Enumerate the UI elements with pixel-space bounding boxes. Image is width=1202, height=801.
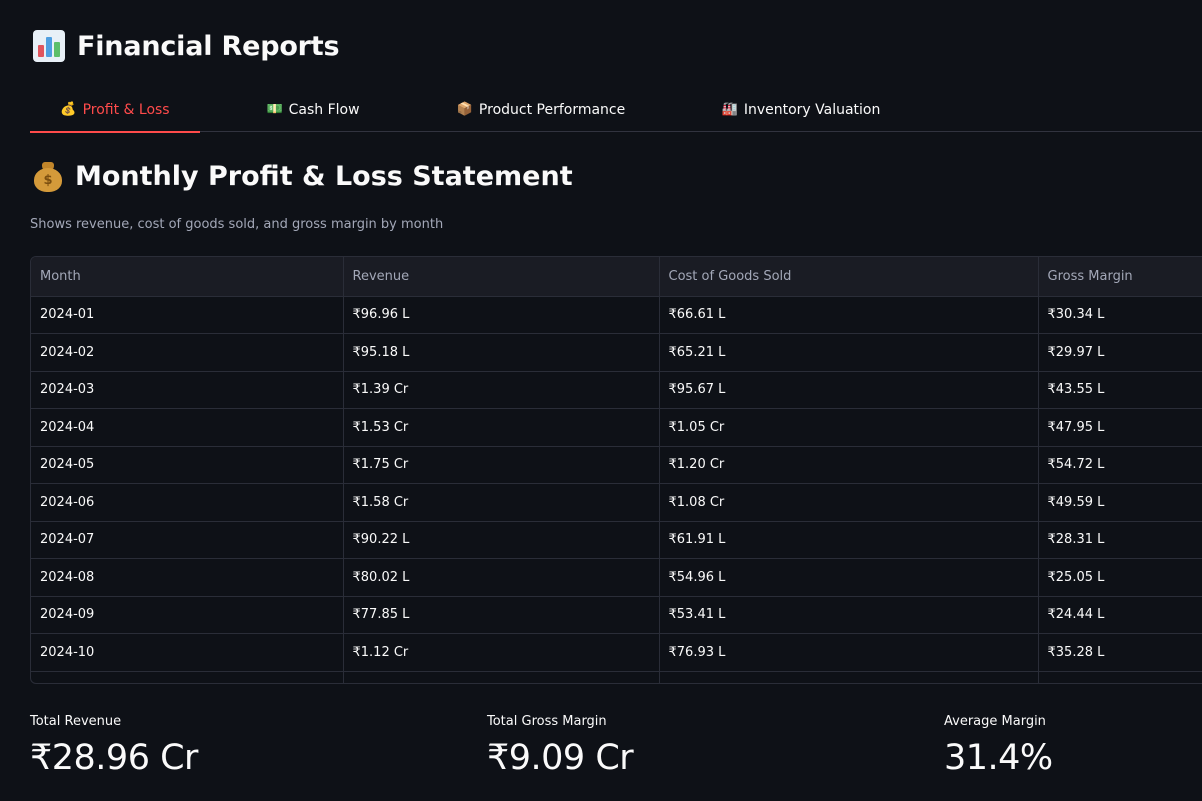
- pnl-table[interactable]: Month Revenue Cost of Goods Sold Gross M…: [30, 256, 1202, 684]
- table-header-row: Month Revenue Cost of Goods Sold Gross M…: [31, 257, 1202, 297]
- table-cell[interactable]: ₹47.95 L: [1038, 408, 1202, 447]
- table-cell[interactable]: ₹1.12 Cr: [343, 633, 660, 672]
- table-cell[interactable]: 2024-07: [31, 521, 344, 559]
- tab-profit-loss[interactable]: 💰 Profit & Loss: [30, 88, 200, 133]
- tab-label: Inventory Valuation: [743, 101, 881, 118]
- table-cell[interactable]: ₹80.02 L: [343, 558, 660, 597]
- table-cell[interactable]: ₹53.41 L: [659, 596, 1039, 634]
- table-row[interactable]: 2024-03 ₹1.39 Cr ₹95.67 L ₹43.55 L: [31, 371, 1202, 409]
- table-cell[interactable]: ₹77.85 L: [343, 596, 660, 634]
- tab-bar: 💰 Profit & Loss 💵 Cash Flow 📦 Product Pe…: [30, 88, 1202, 133]
- dollar-banknote-icon: 💵: [266, 102, 283, 117]
- table-cell[interactable]: ₹25.05 L: [1038, 558, 1202, 597]
- table-cell[interactable]: ₹61.91 L: [659, 521, 1039, 559]
- column-header-month[interactable]: Month: [31, 257, 344, 297]
- table-cell[interactable]: [31, 671, 344, 683]
- table-cell[interactable]: 2024-08: [31, 558, 344, 597]
- table-cell[interactable]: ₹24.44 L: [1038, 596, 1202, 634]
- money-bag-icon: $: [33, 160, 63, 192]
- table-row[interactable]: 2024-04 ₹1.53 Cr ₹1.05 Cr ₹47.95 L: [31, 408, 1202, 447]
- table-cell[interactable]: ₹95.18 L: [343, 333, 660, 372]
- column-header-revenue[interactable]: Revenue: [343, 257, 660, 297]
- table-cell[interactable]: ₹96.96 L: [343, 296, 660, 334]
- table-row[interactable]: 2024-07 ₹90.22 L ₹61.91 L ₹28.31 L: [31, 521, 1202, 559]
- section-title-text: Monthly Profit & Loss Statement: [75, 160, 573, 192]
- table-cell[interactable]: ₹66.61 L: [659, 296, 1039, 334]
- tab-product-performance[interactable]: 📦 Product Performance: [426, 88, 656, 131]
- table-row[interactable]: 2024-06 ₹1.58 Cr ₹1.08 Cr ₹49.59 L: [31, 483, 1202, 522]
- tab-label: Cash Flow: [288, 101, 360, 118]
- metric-value: 31.4%: [944, 738, 1053, 778]
- metric-label: Total Gross Margin: [487, 714, 607, 729]
- table-cell[interactable]: 2024-09: [31, 596, 344, 634]
- table-cell[interactable]: ₹43.55 L: [1038, 371, 1202, 409]
- table-cell[interactable]: ₹28.31 L: [1038, 521, 1202, 559]
- table-cell[interactable]: [1038, 671, 1202, 683]
- table-cell[interactable]: ₹65.21 L: [659, 333, 1039, 372]
- bar-chart-icon: [33, 30, 65, 62]
- table-row[interactable]: 2024-09 ₹77.85 L ₹53.41 L ₹24.44 L: [31, 596, 1202, 634]
- package-icon: 📦: [456, 102, 473, 117]
- metric-total-gross-margin: Total Gross Margin ₹9.09 Cr: [487, 714, 634, 778]
- table-cell[interactable]: ₹1.75 Cr: [343, 446, 660, 484]
- table-cell[interactable]: ₹76.93 L: [659, 633, 1039, 672]
- page-title-text: Financial Reports: [77, 30, 340, 62]
- table-cell[interactable]: ₹90.22 L: [343, 521, 660, 559]
- table-cell[interactable]: ₹1.08 Cr: [659, 483, 1039, 522]
- table-cell[interactable]: ₹1.39 Cr: [343, 371, 660, 409]
- metric-value: ₹9.09 Cr: [487, 738, 634, 778]
- table-cell[interactable]: ₹1.53 Cr: [343, 408, 660, 447]
- metric-average-margin: Average Margin 31.4%: [944, 714, 1053, 778]
- table-cell[interactable]: 2024-04: [31, 408, 344, 447]
- metric-label: Average Margin: [944, 714, 1046, 729]
- section-title: $ Monthly Profit & Loss Statement: [33, 160, 573, 192]
- table-cell[interactable]: ₹1.05 Cr: [659, 408, 1039, 447]
- table-cell[interactable]: ₹1.58 Cr: [343, 483, 660, 522]
- table-row[interactable]: [31, 671, 1202, 683]
- page-title: Financial Reports: [33, 30, 340, 62]
- section-caption: Shows revenue, cost of goods sold, and g…: [30, 217, 444, 232]
- table-cell[interactable]: 2024-02: [31, 333, 344, 372]
- metric-value: ₹28.96 Cr: [30, 738, 198, 778]
- table-row[interactable]: 2024-05 ₹1.75 Cr ₹1.20 Cr ₹54.72 L: [31, 446, 1202, 484]
- table-cell[interactable]: ₹30.34 L: [1038, 296, 1202, 334]
- table-row[interactable]: 2024-08 ₹80.02 L ₹54.96 L ₹25.05 L: [31, 558, 1202, 597]
- table-cell[interactable]: 2024-06: [31, 483, 344, 522]
- column-header-cogs[interactable]: Cost of Goods Sold: [659, 257, 1039, 297]
- table-cell[interactable]: ₹35.28 L: [1038, 633, 1202, 672]
- table-row[interactable]: 2024-01 ₹96.96 L ₹66.61 L ₹30.34 L: [31, 296, 1202, 334]
- factory-icon: 🏭: [721, 102, 738, 117]
- metric-label: Total Revenue: [30, 714, 122, 729]
- table-cell[interactable]: [343, 671, 660, 683]
- column-header-gross-margin[interactable]: Gross Margin: [1038, 257, 1202, 297]
- table-cell[interactable]: ₹54.72 L: [1038, 446, 1202, 484]
- table-cell[interactable]: ₹54.96 L: [659, 558, 1039, 597]
- table-cell[interactable]: ₹49.59 L: [1038, 483, 1202, 522]
- table-cell[interactable]: 2024-01: [31, 296, 344, 334]
- table-cell[interactable]: 2024-05: [31, 446, 344, 484]
- tab-inventory-valuation[interactable]: 🏭 Inventory Valuation: [656, 88, 946, 131]
- tab-label: Product Performance: [478, 101, 626, 118]
- tab-label: Profit & Loss: [82, 101, 170, 118]
- table-cell[interactable]: 2024-10: [31, 633, 344, 672]
- table-cell[interactable]: ₹1.20 Cr: [659, 446, 1039, 484]
- table-row[interactable]: 2024-02 ₹95.18 L ₹65.21 L ₹29.97 L: [31, 333, 1202, 372]
- metric-total-revenue: Total Revenue ₹28.96 Cr: [30, 714, 198, 778]
- table-cell[interactable]: ₹95.67 L: [659, 371, 1039, 409]
- money-bag-icon: 💰: [60, 102, 77, 117]
- table-cell[interactable]: [659, 671, 1039, 683]
- table-cell[interactable]: 2024-03: [31, 371, 344, 409]
- table-row[interactable]: 2024-10 ₹1.12 Cr ₹76.93 L ₹35.28 L: [31, 633, 1202, 672]
- table-cell[interactable]: ₹29.97 L: [1038, 333, 1202, 372]
- tab-cash-flow[interactable]: 💵 Cash Flow: [200, 88, 426, 131]
